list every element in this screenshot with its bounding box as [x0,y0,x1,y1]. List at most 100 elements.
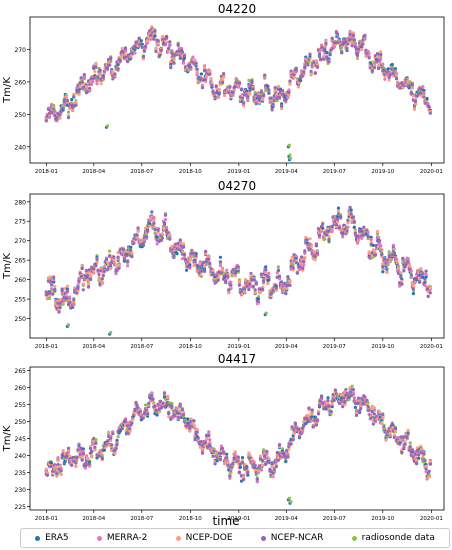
data-point-ncep-ncar [162,222,167,226]
data-point-ncep-ncar [105,66,110,70]
data-point-era5 [407,86,411,90]
data-point-merra-2 [47,115,52,119]
data-point-merra-2 [181,61,186,65]
data-point-ncep-doe [49,275,53,279]
data-point-ncep-ncar [210,83,214,88]
data-point-merra-2 [421,85,425,89]
data-point-merra-2 [332,45,336,49]
data-point-merra-2 [338,38,342,42]
data-point-ncep-ncar [170,405,174,409]
data-point-ncep-ncar [329,48,333,52]
data-point-ncep-ncar [199,269,203,273]
data-point-ncep-ncar [126,424,130,428]
data-point-ncep-doe [154,47,158,51]
data-point-ncep-doe [242,104,246,108]
data-point-ncep-ncar [239,87,244,91]
x-tick-label: 2019-04 [275,169,298,175]
data-point-era5 [411,292,415,296]
data-point-merra-2 [245,91,249,95]
y-tick-label: 275 [15,219,27,226]
data-point-era5 [169,62,173,66]
data-point-ncep-ncar [284,291,288,295]
data-point-ncep-ncar [286,275,290,279]
data-point-ncep-ncar [191,251,195,255]
data-point-merra-2 [195,73,199,77]
data-point-ncep-ncar [225,456,229,460]
data-point-merra-2 [379,244,383,248]
data-point-merra-2 [406,257,410,261]
data-point-merra-2 [102,265,106,269]
data-point-ncep-ncar [224,279,228,284]
data-point-ncep-ncar [170,51,174,55]
y-tick-label: 245 [15,436,27,443]
data-point-ncep-doe [315,63,319,67]
y-tick-label: 260 [15,277,27,284]
data-point-ncep-doe [99,82,103,86]
data-point-ncep-ncar [51,292,55,296]
data-point-ncep-doe [172,58,176,62]
data-point-ncep-ncar [248,282,252,286]
data-point-ncep-doe [68,454,72,458]
data-point-ncep-ncar [367,56,371,60]
data-point-ncep-doe [113,451,117,455]
x-tick-label: 2020-01 [420,169,443,175]
data-point-ncep-ncar [328,52,332,56]
chart-panel-04417: 04417Tm/K2252302352402452502552602652018… [2,352,445,522]
data-point-merra-2 [152,215,156,219]
data-point-ncep-ncar [207,434,211,438]
data-point-merra-2 [133,51,137,55]
data-point-ncep-ncar [88,86,92,90]
data-point-ncep-ncar [147,401,151,405]
data-point-ncep-ncar [188,63,192,67]
data-point-ncep-ncar [251,87,255,91]
data-point-merra-2 [218,264,222,268]
data-point-merra-2 [422,91,426,95]
data-point-ncep-ncar [308,53,312,57]
data-point-merra-2 [281,290,285,294]
data-point-ncep-ncar [80,266,84,270]
data-point-ncep-doe [280,107,284,111]
data-point-ncep-ncar [257,98,261,102]
data-point-ncep-doe [261,463,265,468]
data-point-ncep-ncar [44,119,48,123]
y-tick-label: 240 [15,144,27,151]
data-point-ncep-ncar [351,33,355,37]
data-point-ncep-ncar [77,90,81,94]
data-point-ncep-ncar [128,427,132,431]
data-point-ncep-doe [84,84,88,89]
data-point-merra-2 [409,269,413,273]
data-point-radiosonde-data [52,103,56,108]
data-point-ncep-doe [288,279,292,283]
data-point-ncep-ncar [315,251,319,255]
data-point-ncep-ncar [267,275,271,279]
data-point-ncep-ncar [94,263,98,267]
data-point-ncep-ncar [349,212,353,216]
data-point-ncep-ncar [281,89,285,93]
data-point-ncep-ncar [345,46,349,51]
plot-frame [29,366,445,511]
data-point-era5 [199,72,203,76]
data-points [44,25,432,162]
data-point-ncep-doe [119,55,123,59]
data-point-ncep-ncar [277,95,282,100]
data-point-ncep-ncar [259,272,264,276]
data-point-era5 [321,226,325,230]
x-tick-label: 2018-10 [179,344,202,350]
data-point-ncep-doe [411,284,415,288]
data-point-ncep-doe [313,258,317,262]
data-point-ncep-doe [375,229,380,234]
data-point-merra-2 [142,239,146,243]
data-point-ncep-ncar [324,41,328,46]
data-point-ncep-ncar [237,81,241,85]
data-point-ncep-ncar [303,249,307,253]
data-point-ncep-ncar [254,281,258,285]
data-point-ncep-ncar [45,473,50,477]
data-point-era5 [299,78,303,83]
data-point-ncep-ncar [194,61,198,65]
data-point-merra-2 [381,62,385,66]
data-point-ncep-ncar [301,266,305,270]
data-point-ncep-ncar [111,432,115,436]
data-point-ncep-ncar [327,60,331,64]
data-point-ncep-ncar [250,81,254,85]
x-tick-label: 2018-07 [130,169,153,175]
